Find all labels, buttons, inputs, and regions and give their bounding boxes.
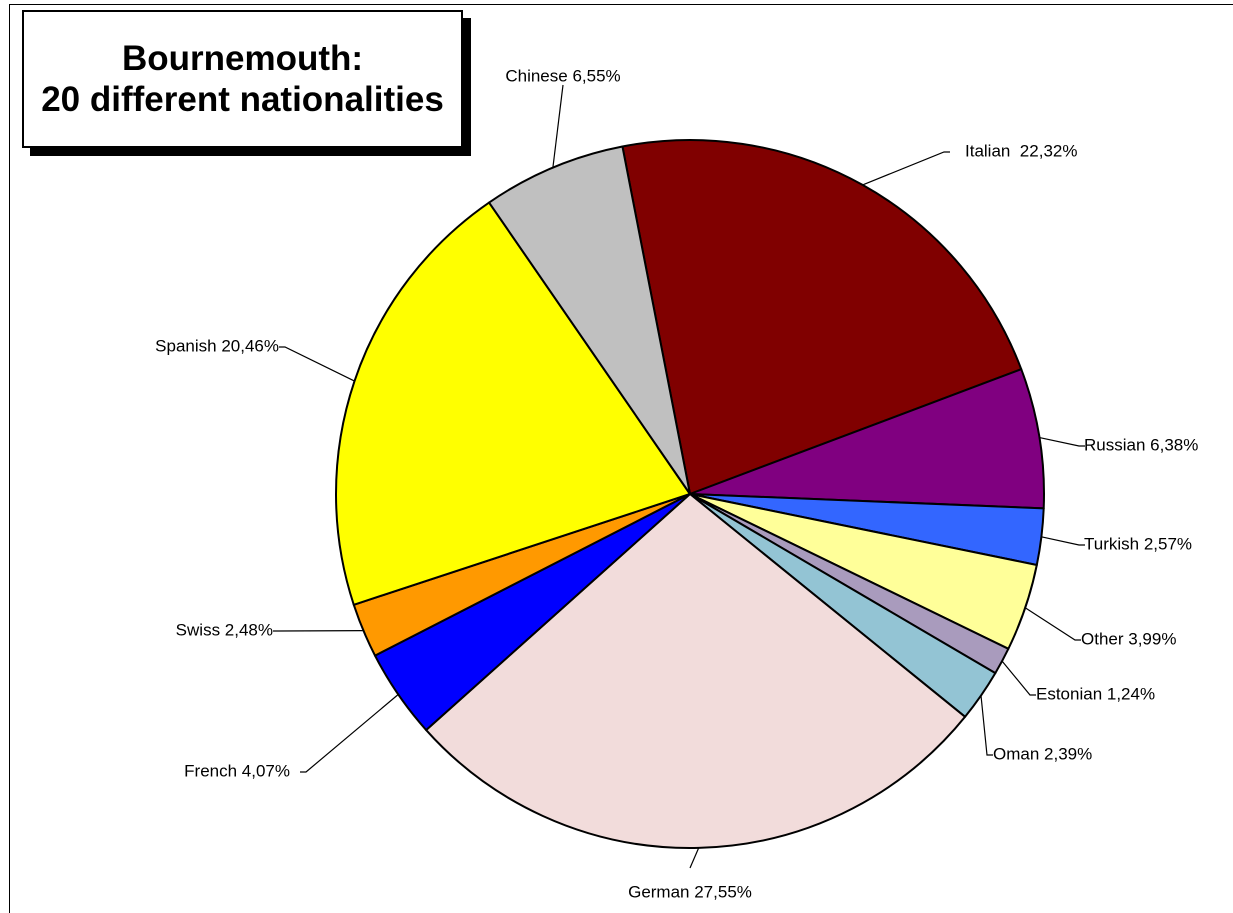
pie-slice-chinese bbox=[488, 145, 691, 495]
chart-title: Bournemouth: 20 different nationalities bbox=[22, 10, 463, 148]
slice-label-chinese: Chinese 6,55% bbox=[505, 66, 620, 85]
pie-slice-german bbox=[425, 493, 967, 849]
slice-label-french: French 4,07% bbox=[184, 761, 290, 780]
leader-line-turkish bbox=[1041, 536, 1085, 546]
slice-label-other: Other 3,99% bbox=[1081, 629, 1176, 648]
pie-slice-russian bbox=[689, 368, 1045, 510]
leader-line-other bbox=[1024, 607, 1081, 641]
leader-line-russian bbox=[1039, 437, 1085, 447]
slice-label-turkish: Turkish 2,57% bbox=[1084, 534, 1192, 553]
slice-label-russian: Russian 6,38% bbox=[1084, 435, 1198, 454]
leader-lines bbox=[273, 84, 1085, 869]
chart-title-line2: 20 different nationalities bbox=[41, 80, 444, 119]
pie-slices bbox=[335, 139, 1045, 849]
leader-line-german bbox=[689, 847, 700, 869]
slice-label-swiss: Swiss 2,48% bbox=[176, 620, 273, 639]
leader-line-italian bbox=[862, 151, 950, 186]
leader-line-chinese bbox=[552, 84, 564, 168]
leader-line-oman bbox=[980, 695, 993, 756]
slice-label-estonian: Estonian 1,24% bbox=[1036, 684, 1155, 703]
slice-label-spanish: Spanish 20,46% bbox=[155, 336, 279, 355]
leader-line-french bbox=[300, 694, 399, 773]
chart-title-line1: Bournemouth: bbox=[121, 39, 364, 78]
slice-label-italian: Italian 22,32% bbox=[965, 141, 1077, 160]
leader-line-spanish bbox=[279, 346, 355, 382]
slice-labels: Italian 22,32% Russian 6,38% Turkish 2,57%… bbox=[155, 66, 1198, 901]
leader-line-estonian bbox=[1001, 660, 1036, 696]
slice-label-oman: Oman 2,39% bbox=[993, 744, 1092, 763]
pie-slice-italian bbox=[621, 139, 1023, 495]
slice-label-german: German 27,55% bbox=[628, 882, 752, 901]
